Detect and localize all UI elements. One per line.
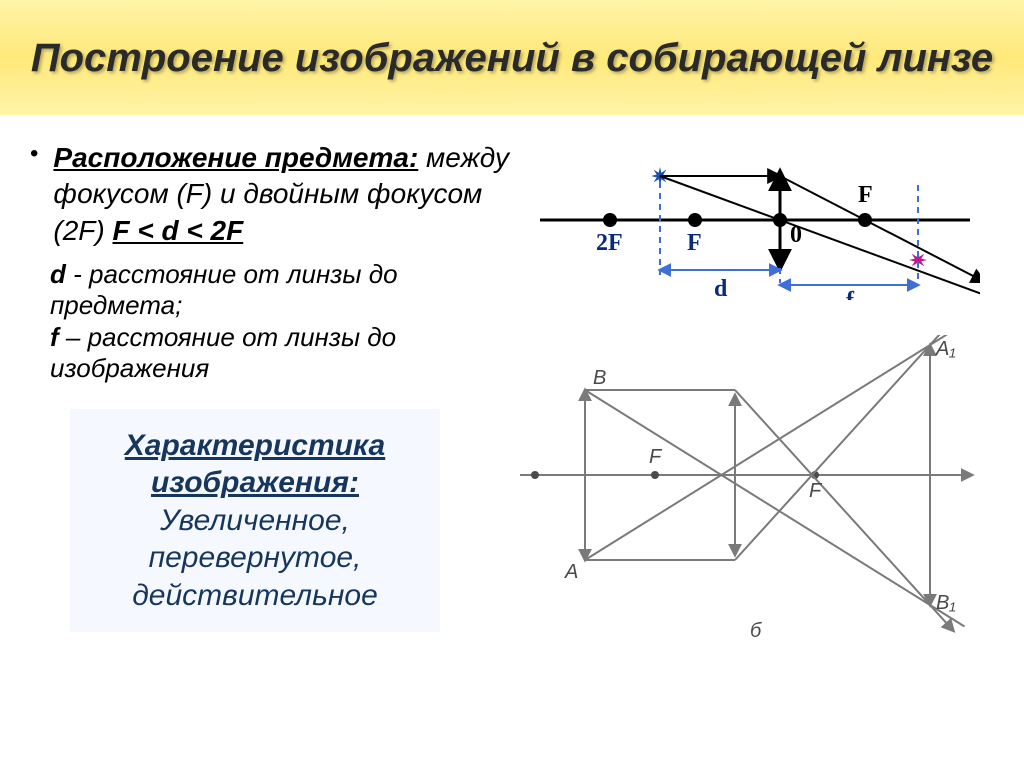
svg-text:B: B [593,367,606,389]
lens-diagram-1: 2F F 0 Fd f [510,140,980,300]
f-label: f [50,322,59,352]
characteristic-block: Характеристика изображения: Увеличенное,… [70,409,440,633]
characteristic-title: Характеристика изображения: [85,427,425,502]
svg-text:d: d [714,276,728,300]
svg-text:A₁: A₁ [935,338,956,360]
title-band: Построение изображений в собирающей линз… [0,0,1024,115]
distance-definitions: d - расстояние от линзы до предмета; f –… [50,259,510,384]
svg-text:2F: 2F [596,230,623,256]
f-text: – расстояние от линзы до изображения [50,322,396,383]
svg-text:f: f [846,288,855,300]
svg-text:B₁: B₁ [936,592,956,614]
svg-text:0: 0 [790,222,802,248]
svg-text:б: б [750,620,762,642]
svg-text:F: F [687,230,702,256]
characteristic-body: Увеличенное, перевернутое, действительно… [85,502,425,615]
bullet-dot: • [30,140,38,169]
diagram-2-container: A B A₁ B₁ F Fб [510,335,990,650]
position-heading: Расположение предмета: [53,142,418,173]
svg-text:F: F [809,480,823,502]
left-column: • Расположение предмета: между фокусом (… [30,140,510,650]
diagram-1-container: 2F F 0 Fd f [510,140,990,305]
svg-text:F: F [649,446,663,468]
position-condition: F < d < 2F [113,215,244,246]
page-title: Построение изображений в собирающей линз… [31,35,993,81]
right-column: 2F F 0 Fd f A B A₁ B₁ F Fб [510,140,990,650]
content-area: • Расположение предмета: между фокусом (… [0,115,1024,650]
bullet-section: • Расположение предмета: между фокусом (… [30,140,510,249]
d-text: - расстояние от линзы до предмета; [50,259,398,320]
svg-text:F: F [858,182,873,208]
d-label: d [50,259,66,289]
lens-diagram-2: A B A₁ B₁ F Fб [510,335,980,645]
position-paragraph: Расположение предмета: между фокусом (F)… [53,140,510,249]
svg-text:A: A [564,561,578,583]
